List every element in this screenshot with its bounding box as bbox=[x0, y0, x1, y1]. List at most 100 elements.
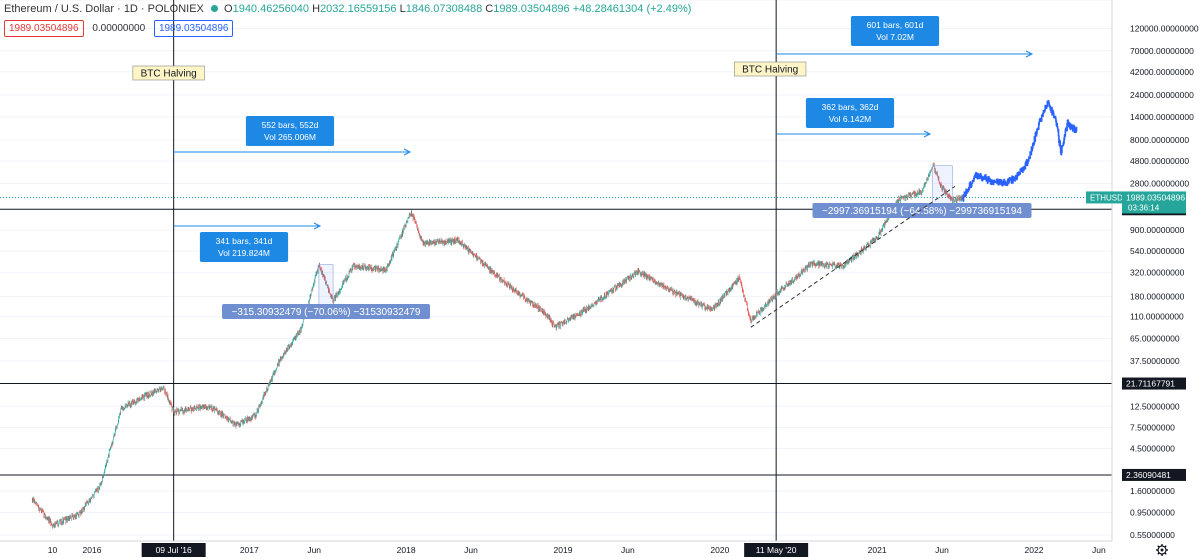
high-value: 2032.16559156 bbox=[320, 3, 397, 15]
time-tick-label: 2016 bbox=[83, 545, 102, 555]
vertical-lines bbox=[173, 0, 777, 556]
range-box-2-line1: 341 bars, 341d bbox=[216, 236, 273, 246]
range-box-1-bg bbox=[245, 116, 335, 146]
price-tick-label: 12.50000000 bbox=[1130, 401, 1180, 411]
ticker-tag: ETHUSD bbox=[1090, 193, 1123, 202]
price-tick-label: 180.00000000 bbox=[1130, 291, 1185, 301]
gear-icon[interactable] bbox=[1156, 544, 1168, 556]
sell-price-box[interactable]: 1989.03504896 bbox=[4, 20, 84, 37]
price-tick-label: 1.60000000 bbox=[1130, 486, 1175, 496]
price-axis: 120000.00000000 70000.00000000 42000.00000… bbox=[1086, 0, 1200, 559]
time-tick-label: Jun bbox=[307, 545, 321, 555]
gear-icon-tooth bbox=[1157, 545, 1160, 548]
price-tick-label: 4.50000000 bbox=[1130, 443, 1175, 453]
price-tick-label: 540.00000000 bbox=[1130, 246, 1185, 256]
price-tick-label: 65.00000000 bbox=[1130, 333, 1180, 343]
price-tick-label: 37.50000000 bbox=[1130, 356, 1180, 366]
price-tick-label: 2800.00000000 bbox=[1130, 178, 1189, 188]
price-tick-label: 0.55000000 bbox=[1130, 530, 1175, 540]
price-tick-label: 120000.00000000 bbox=[1130, 24, 1199, 34]
range-box-4-bg bbox=[850, 16, 940, 46]
change-value: +48.28461304 (+2.49%) bbox=[572, 3, 692, 15]
range-box-4-line1: 601 bars, 601d bbox=[867, 20, 924, 30]
time-highlight-label: 11 May '20 bbox=[756, 545, 797, 555]
price-tick-label: 320.00000000 bbox=[1130, 268, 1185, 278]
trendline[interactable] bbox=[750, 185, 956, 328]
last-price-tag: 1989.03504896 bbox=[1126, 192, 1185, 202]
time-tick-label: 2018 bbox=[397, 545, 416, 555]
range-arrow-3-head bbox=[923, 130, 932, 138]
range-box-3-line1: 362 bars, 362d bbox=[822, 102, 879, 112]
price-tick-label: 7.50000000 bbox=[1130, 422, 1175, 432]
time-tick-label: 2019 bbox=[554, 545, 573, 555]
price-tick-label: 24000.00000000 bbox=[1130, 90, 1194, 100]
time-tick-label: Jun bbox=[464, 545, 478, 555]
price-boxes: 1989.03504896 0.00000000 1989.03504896 bbox=[4, 20, 239, 37]
horizontal-lines bbox=[0, 196, 1112, 476]
gear-icon-tooth bbox=[1157, 552, 1160, 555]
price-tick-label: 4800.00000000 bbox=[1130, 156, 1189, 166]
open-label: O bbox=[224, 3, 233, 15]
time-highlight-label: 09 Jul '16 bbox=[156, 545, 192, 555]
range-box-3-bg bbox=[805, 98, 895, 128]
price-tick-label: 110.00000000 bbox=[1130, 312, 1184, 322]
grid bbox=[0, 0, 1112, 557]
range-box-3-line2: Vol 6.142M bbox=[829, 114, 872, 124]
last-price-tag-bg bbox=[1122, 191, 1186, 214]
market-status-icon bbox=[210, 5, 218, 12]
range-box-1-line2: Vol 265.006M bbox=[264, 132, 316, 142]
measure-band-2 bbox=[932, 165, 953, 205]
time-tick-label: 10 bbox=[48, 545, 58, 555]
time-tick-label: 2017 bbox=[240, 545, 259, 555]
halving-label-1: BTC Halving bbox=[141, 69, 197, 80]
open-value: 1940.46256040 bbox=[232, 3, 310, 15]
chart-header: Ethereum / U.S. Dollar · 1D · POLONIEX O… bbox=[4, 3, 691, 15]
time-highlight-bg bbox=[744, 543, 809, 557]
measure-label-1-bg bbox=[222, 304, 430, 319]
time-tick-label: 2021 bbox=[868, 545, 887, 555]
halving-label-2-bg bbox=[734, 61, 807, 77]
ticker-tag-bg bbox=[1086, 191, 1122, 204]
range-box-1-line1: 552 bars, 552d bbox=[262, 120, 319, 130]
level-tag-bg-3 bbox=[1122, 468, 1186, 481]
gear-icon-hub bbox=[1160, 548, 1164, 552]
time-highlight-bg bbox=[141, 543, 206, 557]
measure-label-2-bg bbox=[812, 203, 1032, 218]
low-label: L bbox=[399, 3, 406, 15]
price-tick-label: 8000.00000000 bbox=[1130, 135, 1189, 145]
level-tag-2: 21.71167791 bbox=[1126, 379, 1175, 389]
close-label: C bbox=[485, 3, 494, 15]
spread-value: 0.00000000 bbox=[92, 23, 146, 34]
time-tick-label: 2022 bbox=[1025, 545, 1044, 555]
level-tag-3: 2.36090481 bbox=[1126, 470, 1171, 480]
symbol-title[interactable]: Ethereum / U.S. Dollar · 1D · POLONIEX bbox=[4, 3, 204, 15]
range-arrow-2-head bbox=[313, 222, 322, 230]
price-tick-label: 14000.00000000 bbox=[1130, 112, 1194, 122]
measure-label-1: −315.30932479 (−70.06%) −31530932479 bbox=[232, 307, 421, 318]
buy-price-box[interactable]: 1989.03504896 bbox=[153, 20, 234, 37]
range-box-2-bg bbox=[199, 232, 289, 262]
time-tick-label: Jun bbox=[1092, 545, 1106, 555]
gear-icon-tooth bbox=[1164, 545, 1167, 548]
halving-label-2: BTC Halving bbox=[742, 65, 798, 76]
price-tick-label: 900.00000000 bbox=[1130, 225, 1185, 235]
time-axis: 10 2016 09 Jul '16 2017 Jun 2018 Jun 2019 Jun 202… bbox=[0, 540, 1200, 559]
price-tick-label: 0.95000000 bbox=[1130, 507, 1175, 517]
time-tick-label: Jun bbox=[935, 545, 949, 555]
close-value: 1989.03504896 bbox=[493, 3, 570, 15]
level-tag-bg-2 bbox=[1122, 377, 1186, 390]
ohlc-values: O1940.46256040 H2032.16559156 L1846.0730… bbox=[224, 3, 691, 15]
range-box-2-line2: Vol 219.824M bbox=[218, 248, 270, 258]
price-tick-label: 70000.00000000 bbox=[1130, 46, 1194, 56]
countdown-tag: 03:36:14 bbox=[1128, 203, 1160, 212]
time-axis-bg bbox=[0, 541, 1200, 559]
range-arrow-1-head bbox=[403, 148, 412, 156]
low-value: 1846.07308488 bbox=[405, 3, 483, 15]
annotations: BTC Halving BTC Halving 552 bars, 552d Vol … bbox=[132, 16, 1034, 328]
range-box-4-line2: Vol 7.02M bbox=[876, 32, 914, 42]
measure-label-2: −2997.36915194 (−64.58%) −299736915194 bbox=[822, 206, 1022, 217]
price-axis-bg bbox=[1112, 0, 1200, 559]
price-candles bbox=[31, 162, 964, 529]
time-tick-label: 2020 bbox=[710, 545, 729, 555]
